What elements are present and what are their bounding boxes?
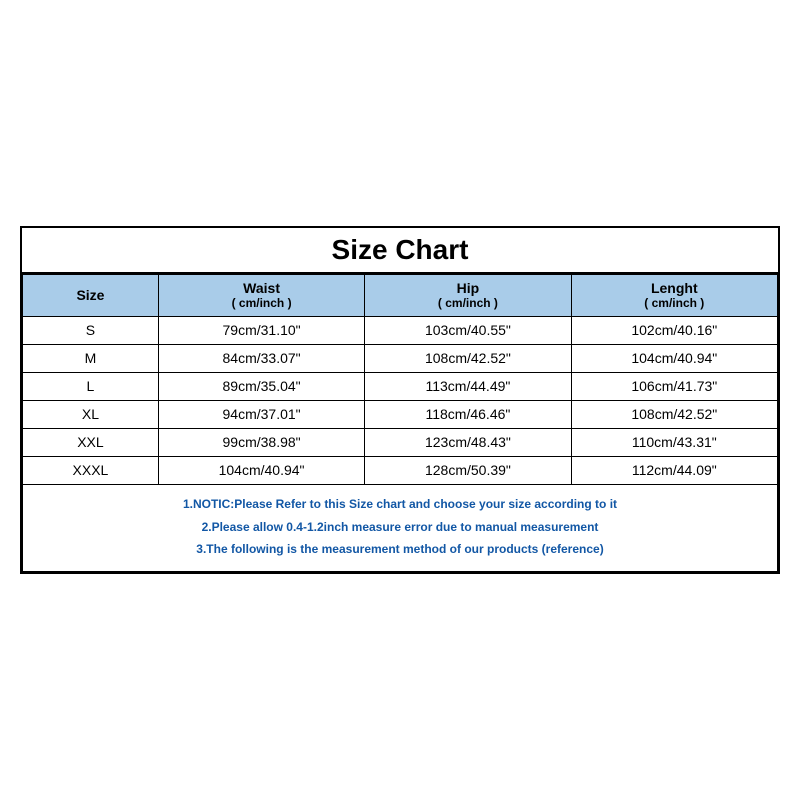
note-line: 1.NOTIC:Please Refer to this Size chart … bbox=[29, 493, 771, 516]
cell-waist: 89cm/35.04" bbox=[158, 372, 364, 400]
note-line: 3.The following is the measurement metho… bbox=[29, 538, 771, 561]
cell-size: M bbox=[23, 344, 159, 372]
cell-length: 106cm/41.73" bbox=[571, 372, 777, 400]
table-row: S 79cm/31.10" 103cm/40.55" 102cm/40.16" bbox=[23, 316, 778, 344]
note-line: 2.Please allow 0.4-1.2inch measure error… bbox=[29, 516, 771, 539]
cell-hip: 123cm/48.43" bbox=[365, 428, 571, 456]
cell-size: S bbox=[23, 316, 159, 344]
header-row: Size Waist ( cm/inch ) Hip ( cm/inch ) L… bbox=[23, 274, 778, 316]
cell-size: XXXL bbox=[23, 456, 159, 484]
cell-waist: 99cm/38.98" bbox=[158, 428, 364, 456]
cell-length: 108cm/42.52" bbox=[571, 400, 777, 428]
header-waist-label: Waist bbox=[159, 276, 364, 296]
cell-waist: 104cm/40.94" bbox=[158, 456, 364, 484]
cell-length: 104cm/40.94" bbox=[571, 344, 777, 372]
size-table: Size Waist ( cm/inch ) Hip ( cm/inch ) L… bbox=[22, 274, 778, 572]
notes-row: 1.NOTIC:Please Refer to this Size chart … bbox=[23, 484, 778, 571]
table-row: XXXL 104cm/40.94" 128cm/50.39" 112cm/44.… bbox=[23, 456, 778, 484]
chart-title-row: Size Chart bbox=[22, 228, 778, 274]
table-row: M 84cm/33.07" 108cm/42.52" 104cm/40.94" bbox=[23, 344, 778, 372]
header-hip: Hip ( cm/inch ) bbox=[365, 274, 571, 316]
cell-waist: 79cm/31.10" bbox=[158, 316, 364, 344]
cell-length: 110cm/43.31" bbox=[571, 428, 777, 456]
cell-size: XL bbox=[23, 400, 159, 428]
cell-size: L bbox=[23, 372, 159, 400]
header-hip-unit: ( cm/inch ) bbox=[365, 296, 570, 314]
notes-cell: 1.NOTIC:Please Refer to this Size chart … bbox=[23, 484, 778, 571]
cell-hip: 108cm/42.52" bbox=[365, 344, 571, 372]
header-hip-label: Hip bbox=[365, 276, 570, 296]
header-length-label: Lenght bbox=[572, 276, 777, 296]
header-size: Size bbox=[23, 274, 159, 316]
size-chart: Size Chart Size Waist ( cm/inch ) Hip ( … bbox=[20, 226, 780, 574]
header-length-unit: ( cm/inch ) bbox=[572, 296, 777, 314]
cell-length: 112cm/44.09" bbox=[571, 456, 777, 484]
header-waist-unit: ( cm/inch ) bbox=[159, 296, 364, 314]
cell-waist: 94cm/37.01" bbox=[158, 400, 364, 428]
header-waist: Waist ( cm/inch ) bbox=[158, 274, 364, 316]
cell-hip: 103cm/40.55" bbox=[365, 316, 571, 344]
cell-hip: 118cm/46.46" bbox=[365, 400, 571, 428]
header-length: Lenght ( cm/inch ) bbox=[571, 274, 777, 316]
table-row: XXL 99cm/38.98" 123cm/48.43" 110cm/43.31… bbox=[23, 428, 778, 456]
table-row: XL 94cm/37.01" 118cm/46.46" 108cm/42.52" bbox=[23, 400, 778, 428]
cell-size: XXL bbox=[23, 428, 159, 456]
size-chart-container: Size Chart Size Waist ( cm/inch ) Hip ( … bbox=[0, 0, 800, 800]
cell-waist: 84cm/33.07" bbox=[158, 344, 364, 372]
cell-hip: 113cm/44.49" bbox=[365, 372, 571, 400]
cell-length: 102cm/40.16" bbox=[571, 316, 777, 344]
table-body: S 79cm/31.10" 103cm/40.55" 102cm/40.16" … bbox=[23, 316, 778, 571]
table-row: L 89cm/35.04" 113cm/44.49" 106cm/41.73" bbox=[23, 372, 778, 400]
chart-title: Size Chart bbox=[332, 234, 469, 265]
cell-hip: 128cm/50.39" bbox=[365, 456, 571, 484]
